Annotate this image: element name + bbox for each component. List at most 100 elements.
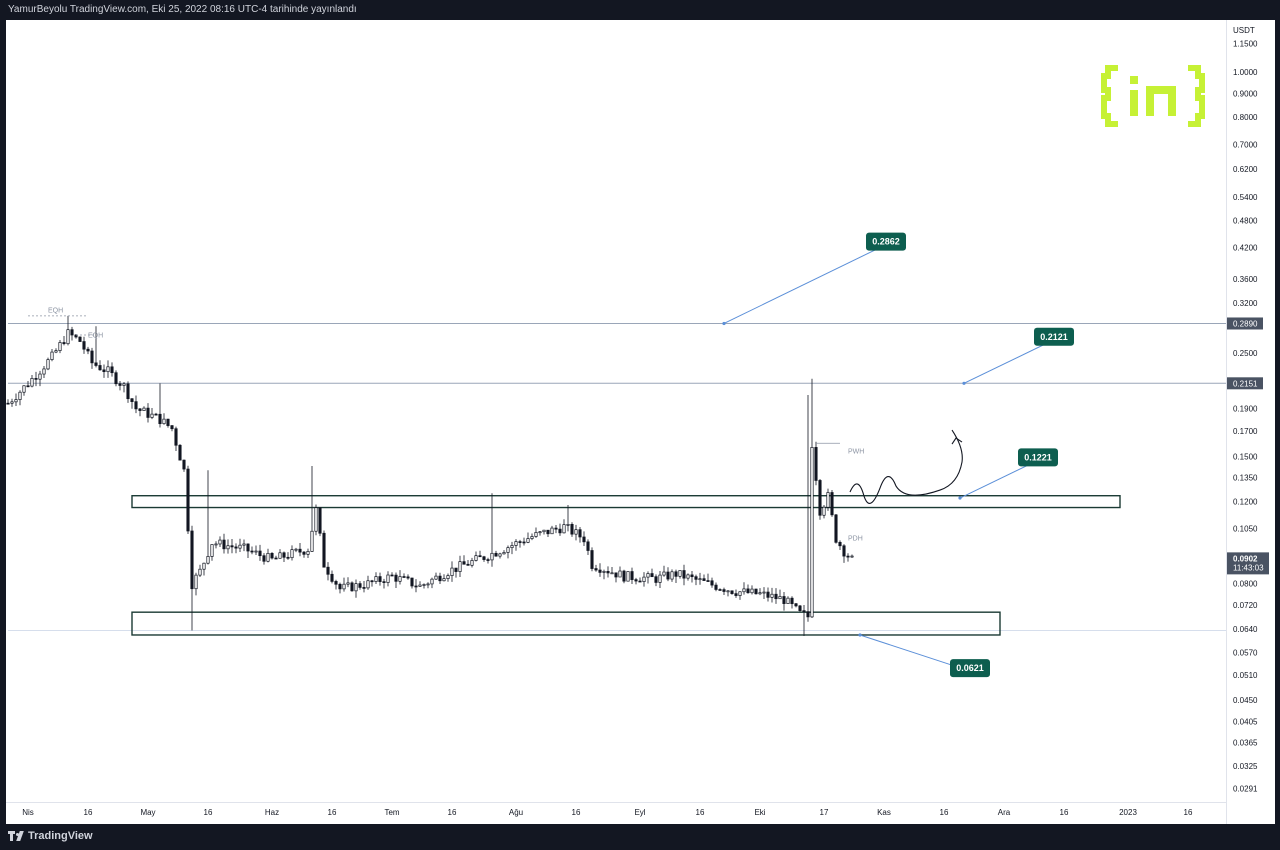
price-axis[interactable] <box>1226 20 1275 824</box>
candle-body <box>290 549 294 559</box>
logo-right-bracket <box>1188 65 1205 127</box>
candle-body <box>238 544 242 549</box>
time-tick-label: 16 <box>328 808 337 817</box>
candle-body <box>566 524 570 526</box>
candle-body <box>670 571 674 580</box>
candle-body <box>734 593 738 596</box>
candle-body <box>598 569 602 573</box>
callout-box <box>950 659 990 678</box>
price-tick-label: 0.4800 <box>1233 217 1258 226</box>
candle-body <box>830 492 834 516</box>
candle-body <box>330 573 334 582</box>
publish-bar: YamurBeyolu TradingView.com, Eki 25, 202… <box>0 0 1280 20</box>
candle-body <box>342 583 346 590</box>
callout-connector <box>963 339 1055 384</box>
logo-i-dot <box>1130 76 1138 84</box>
candle-body <box>190 530 194 590</box>
chart-pane[interactable] <box>6 20 1226 824</box>
candle-body <box>86 348 90 352</box>
candle-body <box>494 552 498 557</box>
candle-body <box>702 578 706 581</box>
candle-body <box>318 507 322 534</box>
candle-body <box>102 369 106 373</box>
candle-body <box>446 575 450 579</box>
candle-body <box>158 413 162 425</box>
candle-body <box>790 597 794 605</box>
current-price-countdown: 11:43:03 <box>1233 563 1264 572</box>
candle-body <box>806 611 810 618</box>
candle-body <box>638 580 642 583</box>
candle-body <box>766 591 770 598</box>
callout-connector <box>723 244 887 324</box>
candle-body <box>310 530 314 552</box>
candle-body <box>26 385 30 388</box>
candle-body <box>30 378 34 387</box>
price-tick-label: 0.1050 <box>1233 525 1258 534</box>
candle-body <box>630 571 634 580</box>
callout-box <box>1034 327 1074 346</box>
candle-body <box>182 459 186 470</box>
candle-body <box>582 536 586 543</box>
candle-body <box>698 578 702 581</box>
candle-body <box>570 524 574 535</box>
time-tick-label: Ağu <box>509 808 523 817</box>
candle-body <box>718 589 722 591</box>
callout-anchor-dot <box>958 496 962 500</box>
candle-body <box>374 576 378 582</box>
price-tick-label: 0.8000 <box>1233 113 1258 122</box>
price-tick-label: 0.4200 <box>1233 244 1258 253</box>
candle-body <box>286 556 290 559</box>
candle-body <box>226 545 230 550</box>
price-tick-label: 0.1900 <box>1233 404 1258 413</box>
candle-body <box>482 556 486 560</box>
callout-anchor-dot <box>962 381 966 385</box>
candle-body <box>478 555 482 558</box>
time-tick-label: Kas <box>877 808 891 817</box>
marker-label-eqh: EQH <box>88 332 103 339</box>
candle-body <box>270 552 274 559</box>
candle-body <box>522 541 526 544</box>
price-tick-label: 0.1200 <box>1233 498 1258 507</box>
callout-label: 0.2121 <box>1040 332 1068 342</box>
candle-body <box>378 576 382 582</box>
candle-body <box>554 527 558 530</box>
candle-body <box>370 580 374 583</box>
candle-body <box>706 580 710 582</box>
candle-body <box>258 550 262 557</box>
candle-body <box>466 563 470 566</box>
time-tick-label: Eki <box>754 808 765 817</box>
candle-body <box>678 570 682 577</box>
candle-body <box>674 571 678 577</box>
time-tick-label: 2023 <box>1119 808 1137 817</box>
candle-body <box>282 552 286 558</box>
tradingview-logo[interactable]: TradingView <box>8 830 93 842</box>
price-zones <box>131 495 1121 636</box>
candle-body <box>346 582 350 585</box>
candle-body <box>690 574 694 578</box>
candle-body <box>470 560 474 566</box>
candle-body <box>726 590 730 593</box>
candle-body <box>418 584 422 587</box>
candle-body <box>322 532 326 568</box>
candle-body <box>222 539 226 550</box>
tradingview-logo-icon <box>8 831 24 841</box>
price-tick-label: 1.0000 <box>1233 68 1258 77</box>
level-price-label: 0.2151 <box>1233 379 1258 388</box>
time-tick-label: Ara <box>998 808 1011 817</box>
marker-label-pwh: PWH <box>848 449 864 456</box>
candle-body <box>90 350 94 364</box>
callout-connector <box>959 459 1039 499</box>
candle-body <box>518 541 522 543</box>
candle-body <box>650 573 654 578</box>
candle-body <box>402 576 406 578</box>
candle-body <box>658 574 662 583</box>
candle-body <box>410 577 414 587</box>
candle-body <box>70 329 74 336</box>
time-axis[interactable] <box>6 802 1226 825</box>
price-tick-label: 0.7000 <box>1233 140 1258 149</box>
candle-body <box>526 538 530 543</box>
candle-body <box>202 562 206 570</box>
candle-body <box>602 571 606 573</box>
price-tick-label: 0.0800 <box>1233 580 1258 589</box>
candle-body <box>498 553 502 557</box>
